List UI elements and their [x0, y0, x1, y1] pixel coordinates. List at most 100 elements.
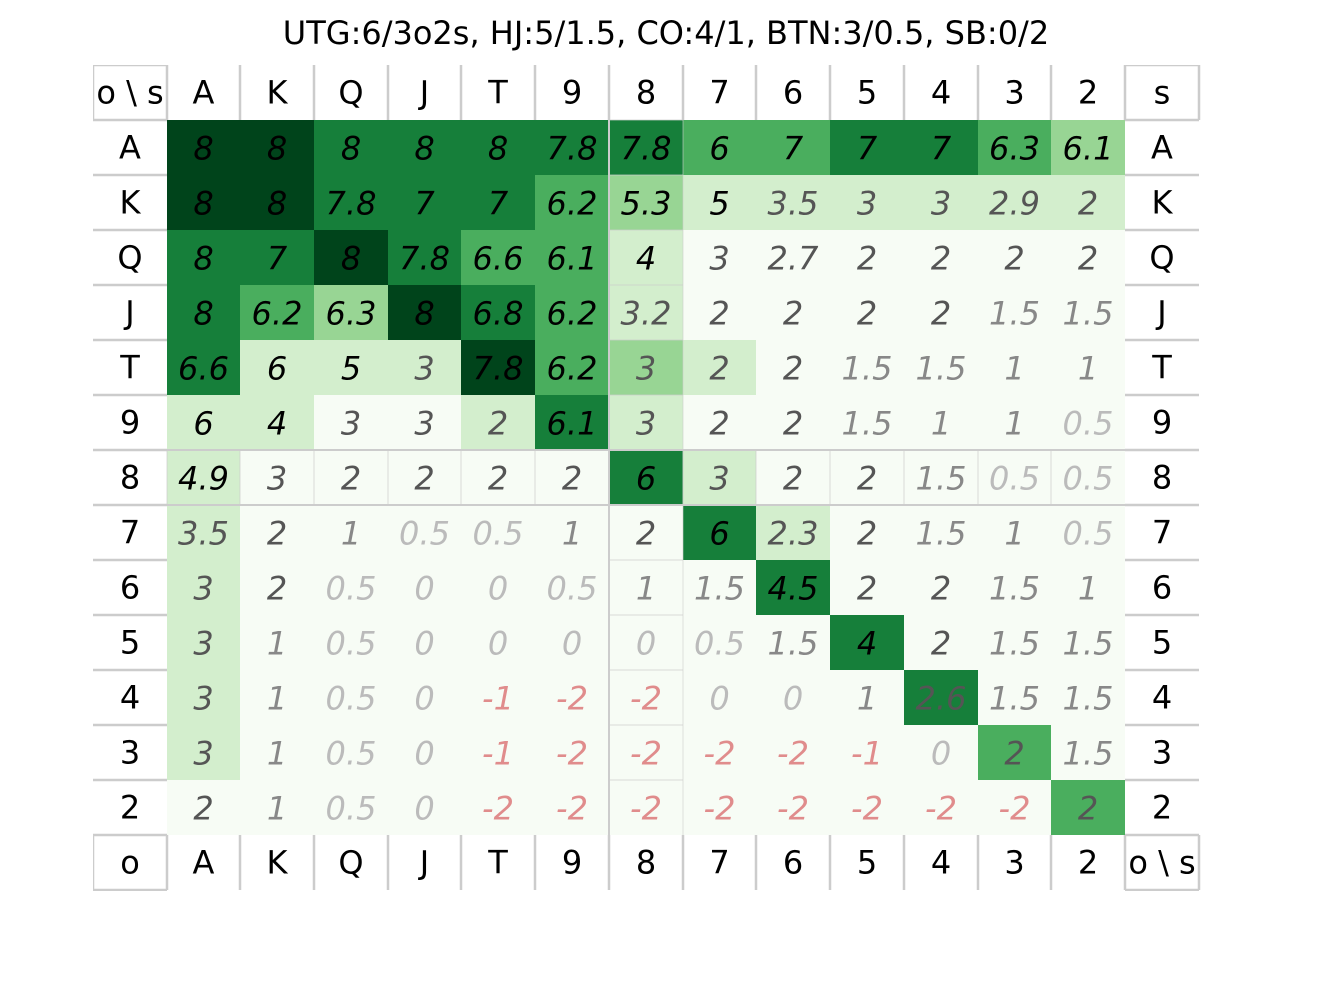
cell-value: 2	[857, 295, 877, 333]
heatmap-cell	[314, 725, 388, 780]
cell-value: 2	[709, 405, 729, 443]
cell-value: 7	[783, 130, 804, 168]
heatmap-cell	[1051, 615, 1125, 670]
cell-value: 1.5	[842, 405, 893, 443]
cell-value: 2	[341, 460, 361, 498]
cell-value: 6	[267, 350, 287, 388]
cell-value: 8	[267, 130, 287, 168]
heatmap-cell	[535, 505, 609, 560]
heatmap-cell	[978, 560, 1051, 615]
cell-value: 6.3	[326, 295, 377, 333]
heatmap-cell	[535, 175, 609, 230]
cell-value: 3	[193, 680, 213, 718]
heatmap-cell	[314, 230, 388, 285]
heatmap-cell	[388, 230, 461, 285]
cell-value: 1.5	[916, 350, 967, 388]
cell-value: -2	[556, 735, 588, 773]
cell-value: 2	[488, 405, 508, 443]
cell-value: 2	[488, 460, 508, 498]
cell-value: 5.3	[621, 185, 672, 223]
cell-value: 0	[488, 625, 508, 663]
heatmap-cell	[461, 175, 535, 230]
cell-value: -2	[556, 790, 588, 828]
heatmap-cell	[609, 395, 683, 450]
cell-value: -2	[630, 790, 662, 828]
cell-value: 1	[267, 680, 287, 718]
cell-value: -2	[630, 680, 662, 718]
heatmap-cell	[535, 120, 609, 175]
cell-value: 7	[414, 185, 435, 223]
cell-value: 6	[193, 405, 213, 443]
cell-value: 3	[709, 240, 729, 278]
heatmap-cell	[904, 120, 978, 175]
heatmap-cell	[1051, 725, 1125, 780]
heatmap-cell	[314, 670, 388, 725]
heatmap-cell	[683, 285, 756, 340]
row-header-right: 2	[1152, 789, 1172, 827]
heatmap-cell	[314, 450, 388, 505]
cell-value: 3	[709, 460, 729, 498]
heatmap-cell	[240, 175, 314, 230]
heatmap-cell	[167, 725, 240, 780]
column-header-bottom: 6	[783, 844, 803, 882]
cell-value: 1	[1078, 570, 1098, 608]
heatmap-cell	[978, 120, 1051, 175]
column-header-top: T	[487, 74, 508, 112]
cell-value: 4	[857, 625, 877, 663]
cell-value: 2	[709, 350, 729, 388]
heatmap-cell	[830, 340, 904, 395]
heatmap-cell	[830, 560, 904, 615]
cell-value: 6	[709, 130, 729, 168]
heatmap-cell	[978, 725, 1051, 780]
cell-value: 6.1	[1063, 130, 1114, 168]
cell-value: 8	[414, 295, 434, 333]
cell-value: 1	[636, 570, 656, 608]
cell-value: 1	[562, 515, 582, 553]
heatmap-cell	[756, 285, 830, 340]
cell-value: 1.5	[842, 350, 893, 388]
cell-value: 2	[783, 405, 803, 443]
cell-value: 1	[857, 680, 877, 718]
cell-value: -2	[777, 790, 809, 828]
cell-value: -2	[482, 790, 514, 828]
heatmap-cell	[978, 285, 1051, 340]
cell-value: 7.8	[326, 185, 377, 223]
heatmap-cell	[388, 725, 461, 780]
cell-value: -2	[630, 735, 662, 773]
heatmap-cell	[461, 340, 535, 395]
row-header-left: 5	[120, 624, 140, 662]
column-header-top: 2	[1078, 74, 1098, 112]
column-header-bottom: K	[267, 844, 289, 882]
row-header-left: T	[119, 349, 140, 387]
row-header-left: 3	[120, 734, 140, 772]
heatmap-cell	[683, 560, 756, 615]
heatmap-cell	[609, 780, 683, 835]
heatmap-cell	[240, 560, 314, 615]
heatmap-cells	[167, 120, 1125, 835]
heatmap-cell	[756, 670, 830, 725]
cell-value: 7.8	[473, 350, 524, 388]
cell-value: 2	[267, 515, 287, 553]
column-header-top: 7	[709, 74, 729, 112]
heatmap-cell	[314, 780, 388, 835]
cell-value: 3	[414, 405, 434, 443]
row-header-right: Q	[1149, 239, 1174, 277]
heatmap-cell	[167, 450, 240, 505]
heatmap-cell	[535, 670, 609, 725]
heatmap-cell	[756, 560, 830, 615]
cell-value: 0	[709, 680, 729, 718]
column-header-top: 3	[1004, 74, 1024, 112]
heatmap-cell	[461, 120, 535, 175]
cell-value: 1.5	[989, 570, 1040, 608]
heatmap-cell	[388, 120, 461, 175]
cell-value: 1.5	[1063, 625, 1114, 663]
cell-value: 7.8	[399, 240, 450, 278]
row-header-left: 2	[120, 789, 140, 827]
heatmap-cell	[756, 120, 830, 175]
cell-value: 2.6	[916, 680, 967, 718]
heatmap-cell	[167, 340, 240, 395]
row-header-right: 8	[1152, 459, 1172, 497]
heatmap-cell	[978, 670, 1051, 725]
cell-value: 2	[709, 295, 729, 333]
